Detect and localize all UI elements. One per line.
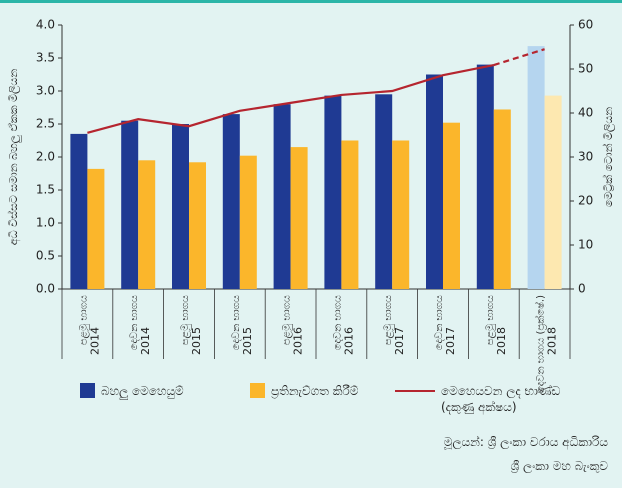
legend-swatch: [395, 390, 435, 392]
x-tick-year: 2014: [88, 327, 101, 355]
bar: [172, 124, 189, 289]
bar: [324, 95, 342, 290]
y-tick-label: 0.0: [36, 282, 55, 296]
bar: [189, 162, 206, 289]
y2-tick-label: 40: [578, 106, 593, 120]
bar: [392, 140, 410, 289]
y-tick-label: 2.5: [36, 117, 55, 131]
x-tick-label: පළමු භාගය: [78, 295, 89, 345]
bar: [239, 155, 257, 289]
bar: [273, 104, 291, 289]
legend-item: ප්‍රතිනැව්ගත කිරීම්: [250, 383, 381, 399]
y2-tick-label: 20: [578, 194, 593, 208]
bar: [476, 64, 494, 289]
x-tick-year: 2018: [546, 327, 559, 355]
y-tick-label: 0.5: [36, 249, 55, 263]
bar: [87, 168, 105, 289]
bar: [290, 147, 308, 289]
x-tick-label: පළමු භාගය: [180, 295, 191, 345]
bar: [341, 140, 359, 289]
source-line: ශ්‍රී ලංකා මහ බැංකුව: [510, 459, 608, 473]
y-tick-label: 2.0: [36, 150, 55, 164]
x-tick-year: 2018: [495, 327, 508, 355]
x-tick-label: දෙවන භාගය: [231, 295, 242, 350]
x-tick-label: දෙවන භාගය: [434, 295, 445, 350]
x-tick-label: පළමු භාගය: [485, 295, 496, 345]
source-line: මූලයන්: ශ්‍රී ලංකා වරාය අධිකාරිය: [443, 435, 608, 449]
y-tick-label: 1.5: [36, 183, 55, 197]
bar: [426, 74, 443, 289]
bar: [138, 160, 156, 289]
bar: [493, 109, 511, 289]
bar: [443, 122, 460, 290]
x-tick-year: 2017: [393, 327, 406, 355]
bar: [70, 133, 88, 289]
y2-tick-label: 30: [578, 150, 593, 164]
y-tick-label: 4.0: [36, 18, 55, 32]
y2-axis-label: මෙට්‍රික් ටොන් මිලියන: [601, 107, 616, 207]
y-tick-label: 3.0: [36, 84, 55, 98]
legend-item: මෙහෙයවන ලද භාණ්ඩ (දකුණු අක්ෂය): [395, 383, 591, 415]
plot: අධි විස්සට සමාන බහලු ඒකක මිලියන මෙට්‍රික…: [6, 18, 616, 393]
legend-item: බහලු මෙහෙයුම්: [80, 383, 184, 399]
y-tick-label: 1.0: [36, 216, 55, 230]
x-tick-label: දෙවන භාගය: [332, 295, 343, 350]
bar: [544, 95, 562, 290]
line: [87, 63, 495, 134]
x-tick-label: දෙවන භාගය: [129, 295, 140, 350]
x-tick-year: 2015: [241, 327, 254, 355]
legend-label: මෙහෙයවන ලද භාණ්ඩ (දකුණු අක්ෂය): [441, 384, 561, 414]
legend-label: ප්‍රතිනැව්ගත කිරීම්: [271, 384, 359, 398]
x-tick-year: 2015: [190, 327, 203, 355]
x-tick-year: 2017: [444, 327, 457, 355]
x-tick-year: 2014: [139, 327, 152, 355]
y2-tick-label: 0: [578, 282, 586, 296]
x-tick-year: 2016: [292, 327, 305, 355]
x-tick-label: පළමු භාගය: [282, 295, 293, 345]
bar: [222, 114, 240, 289]
y-axis-label: අධි විස්සට සමාන බහලු ඒකක මිලියන: [6, 69, 22, 246]
x-tick-label: දෙවන භාගය (ප්‍රක්ෂේ.): [534, 295, 547, 393]
x-tick-year: 2016: [342, 327, 355, 355]
bar: [527, 46, 545, 290]
bar: [121, 120, 139, 289]
legend-swatch: [250, 383, 265, 398]
y2-tick-label: 50: [578, 62, 593, 76]
line-projection: [493, 48, 545, 67]
x-tick-label: පළමු භාගය: [383, 295, 394, 345]
bar: [375, 94, 393, 289]
y2-tick-label: 10: [578, 238, 593, 252]
y-tick-label: 3.5: [36, 51, 55, 65]
legend-label: බහලු මෙහෙයුම්: [101, 384, 184, 398]
y2-tick-label: 60: [578, 18, 593, 32]
legend-swatch: [80, 383, 95, 398]
